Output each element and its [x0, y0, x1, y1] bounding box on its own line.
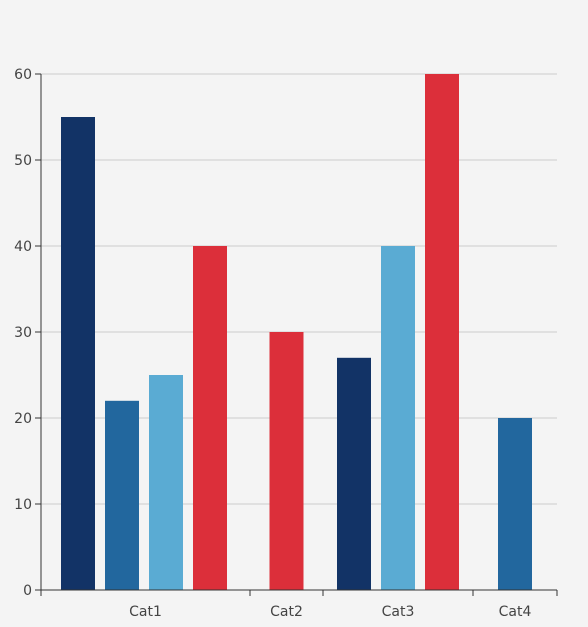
y-axis: 0 10 20 30 40 50 60	[14, 67, 42, 599]
bar	[269, 332, 304, 590]
x-tick-label: Cat1	[129, 604, 162, 620]
y-tick-label: 10	[14, 497, 32, 513]
x-tick-label: Cat4	[499, 604, 532, 620]
bar	[381, 246, 415, 590]
x-tick-label: Cat2	[270, 604, 303, 620]
y-tick-label: 0	[23, 583, 32, 599]
bar	[149, 375, 183, 590]
x-tick-label: Cat3	[382, 604, 415, 620]
y-tick-label: 40	[14, 239, 32, 255]
y-tick-label: 50	[14, 153, 32, 169]
bars	[61, 74, 532, 590]
bar	[61, 117, 95, 590]
x-axis: Cat1 Cat2 Cat3 Cat4	[40, 589, 558, 620]
y-tick-label: 30	[14, 325, 32, 341]
y-tick-label: 60	[14, 67, 32, 83]
bar	[193, 246, 227, 590]
bar	[105, 400, 139, 590]
bar	[425, 74, 459, 590]
y-tick-label: 20	[14, 411, 32, 427]
bar	[498, 418, 532, 590]
bar	[337, 357, 371, 590]
